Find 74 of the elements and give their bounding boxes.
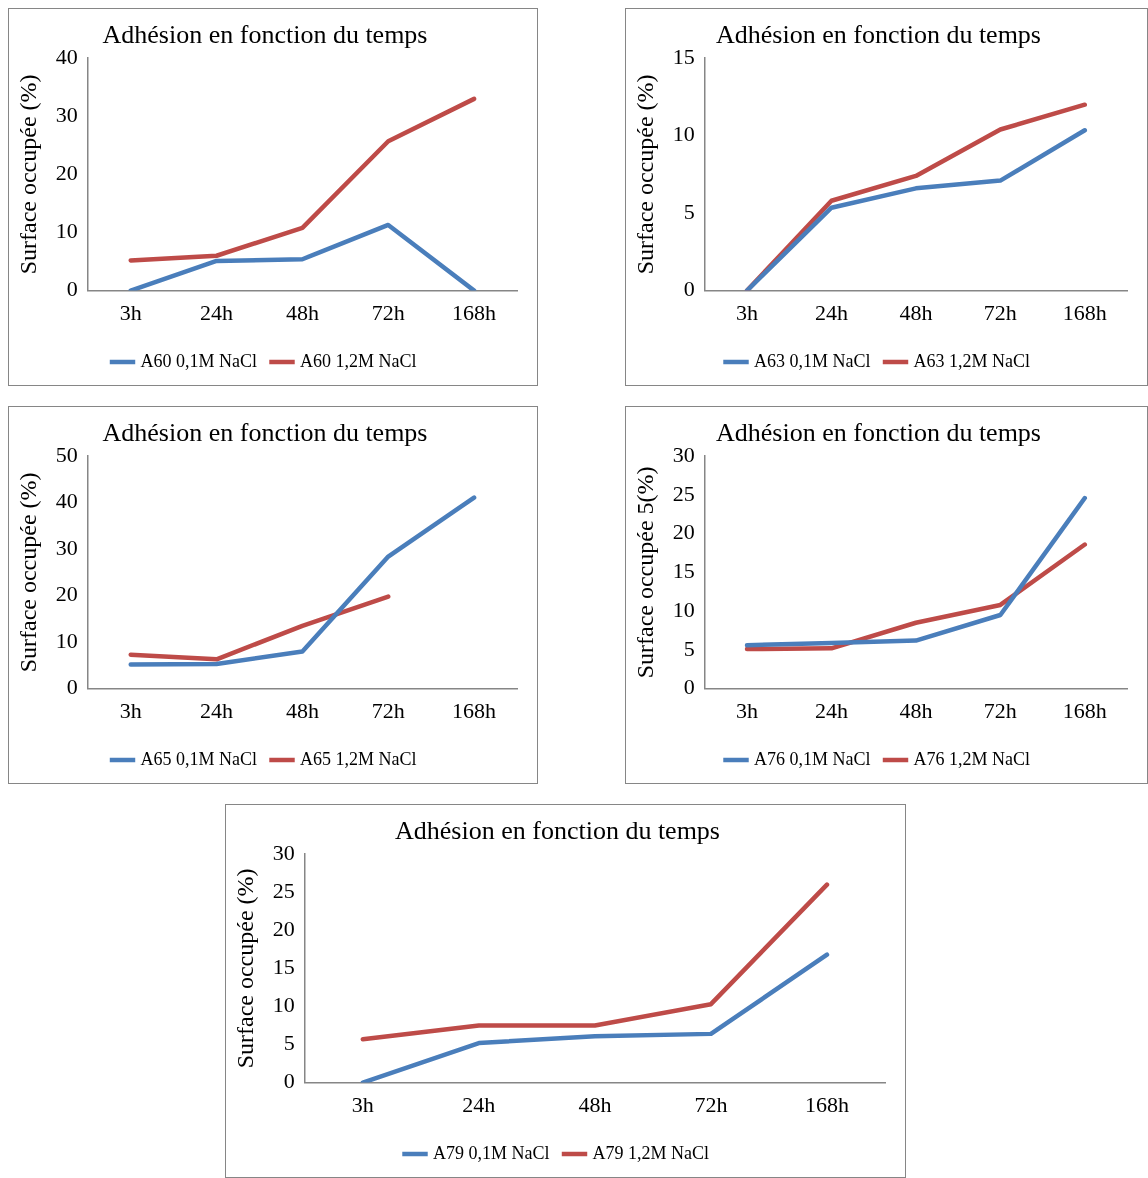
x-tick-label: 168h [804,1091,849,1117]
y-tick-label: 15 [272,954,295,980]
chart-title: Adhésion en fonction du temps [716,20,1041,50]
y-tick-label: 5 [683,198,695,224]
y-tick-label: 0 [283,1068,295,1094]
y-axis-title: Surface occupée 5(%) [631,466,658,679]
x-tick-label: 3h [119,299,142,325]
x-tick-label: 3h [119,697,142,723]
y-tick-label: 10 [272,992,295,1018]
x-tick-label: 72h [694,1091,728,1117]
y-tick-label: 0 [683,674,695,700]
x-tick-label: 168h [452,697,497,723]
legend-label: A76 0,1M NaCl [754,748,871,769]
x-tick-label: 168h [1062,697,1107,723]
x-tick-label: 168h [1062,299,1107,325]
y-tick-label: 10 [672,596,695,622]
y-tick-label: 30 [672,441,695,467]
y-tick-label: 20 [672,519,695,545]
legend-label: A63 1,2M NaCl [913,350,1030,371]
y-tick-label: 25 [272,878,295,904]
y-tick-label: 20 [55,581,78,607]
y-tick-label: 15 [672,558,695,584]
y-tick-label: 40 [55,43,78,69]
x-tick-label: 72h [983,697,1017,723]
x-tick-label: 48h [285,697,319,723]
x-tick-label: 168h [452,299,497,325]
x-tick-label: 48h [578,1091,612,1117]
y-axis-title: Surface occupée (%) [231,868,258,1069]
x-tick-label: 3h [736,299,759,325]
y-tick-label: 25 [672,480,695,506]
chart-title: Adhésion en fonction du temps [102,418,428,448]
x-tick-label: 72h [983,299,1017,325]
y-axis-title: Surface occupée (%) [14,74,41,275]
y-tick-label: 5 [283,1030,295,1056]
y-axis-title: Surface occupée (%) [14,472,41,673]
x-tick-label: 48h [899,697,933,723]
legend-label: A60 1,2M NaCl [300,350,417,371]
y-tick-label: 20 [272,916,295,942]
legend-label: A60 0,1M NaCl [140,350,257,371]
chart-title: Adhésion en fonction du temps [395,816,720,846]
y-tick-label: 0 [66,674,78,700]
legend-label: A63 0,1M NaCl [754,350,871,371]
y-tick-label: 30 [272,839,295,865]
chart-title: Adhésion en fonction du temps [716,418,1041,448]
chart-title: Adhésion en fonction du temps [102,20,428,50]
y-tick-label: 5 [683,635,695,661]
legend-label: A65 0,1M NaCl [140,748,257,769]
x-tick-label: 24h [200,697,234,723]
y-tick-label: 40 [55,488,78,514]
x-tick-label: 72h [371,697,405,723]
x-tick-label: 24h [462,1091,496,1117]
y-tick-label: 0 [683,276,695,302]
x-tick-label: 3h [351,1091,374,1117]
y-tick-label: 15 [672,43,695,69]
y-tick-label: 50 [55,441,78,467]
y-tick-label: 10 [55,218,78,244]
y-tick-label: 20 [55,160,78,186]
x-tick-label: 48h [285,299,319,325]
legend-label: A79 1,2M NaCl [592,1142,709,1163]
y-tick-label: 0 [66,276,78,302]
legend-label: A79 0,1M NaCl [433,1142,550,1163]
x-tick-label: 24h [814,299,848,325]
x-tick-label: 24h [200,299,234,325]
legend-label: A65 1,2M NaCl [300,748,417,769]
y-axis-title: Surface occupée (%) [631,74,658,275]
x-tick-label: 48h [899,299,933,325]
y-tick-label: 10 [55,627,78,653]
x-tick-label: 3h [736,697,759,723]
y-tick-label: 10 [672,121,695,147]
y-tick-label: 30 [55,102,78,128]
x-tick-label: 72h [371,299,405,325]
x-tick-label: 24h [814,697,848,723]
legend-label: A76 1,2M NaCl [913,748,1030,769]
y-tick-label: 30 [55,534,78,560]
